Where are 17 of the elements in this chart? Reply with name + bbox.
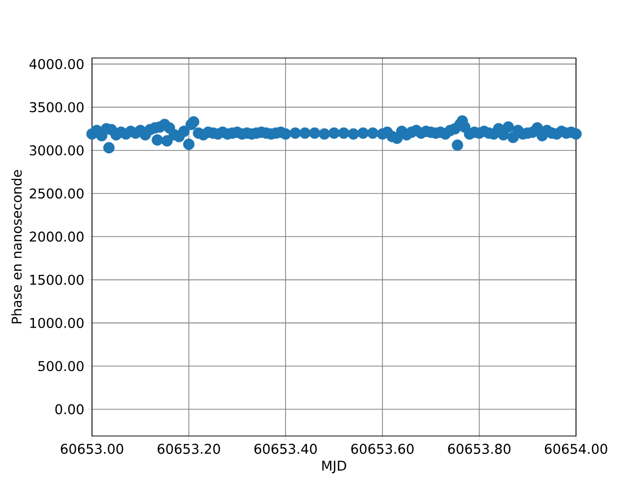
y-tick-label: 2500.00	[30, 188, 84, 199]
y-tick-label: 2000.00	[30, 232, 84, 242]
y-tick-label: 500.00	[38, 361, 84, 372]
x-tick-label: 60653.40	[254, 444, 317, 454]
y-tick-label: 3000.00	[30, 145, 84, 156]
x-tick-label: 60653.00	[60, 444, 124, 454]
y-axis-title: Phase en nanoseconde	[11, 170, 22, 324]
x-tick-label: 60653.60	[351, 444, 414, 454]
x-tick-label: 60654.00	[544, 444, 608, 454]
y-tick-label: 1500.00	[30, 274, 84, 285]
x-axis-title: MJD	[322, 460, 346, 474]
y-tick-label: 0.00	[55, 404, 84, 414]
y-tick-label: 3500.00	[30, 102, 84, 112]
y-tick-label: 4000.00	[29, 58, 84, 70]
y-tick-label: 1000.00	[30, 318, 84, 328]
x-tick-label: 60653.80	[448, 444, 510, 454]
x-tick-label: 60653.20	[158, 444, 220, 454]
